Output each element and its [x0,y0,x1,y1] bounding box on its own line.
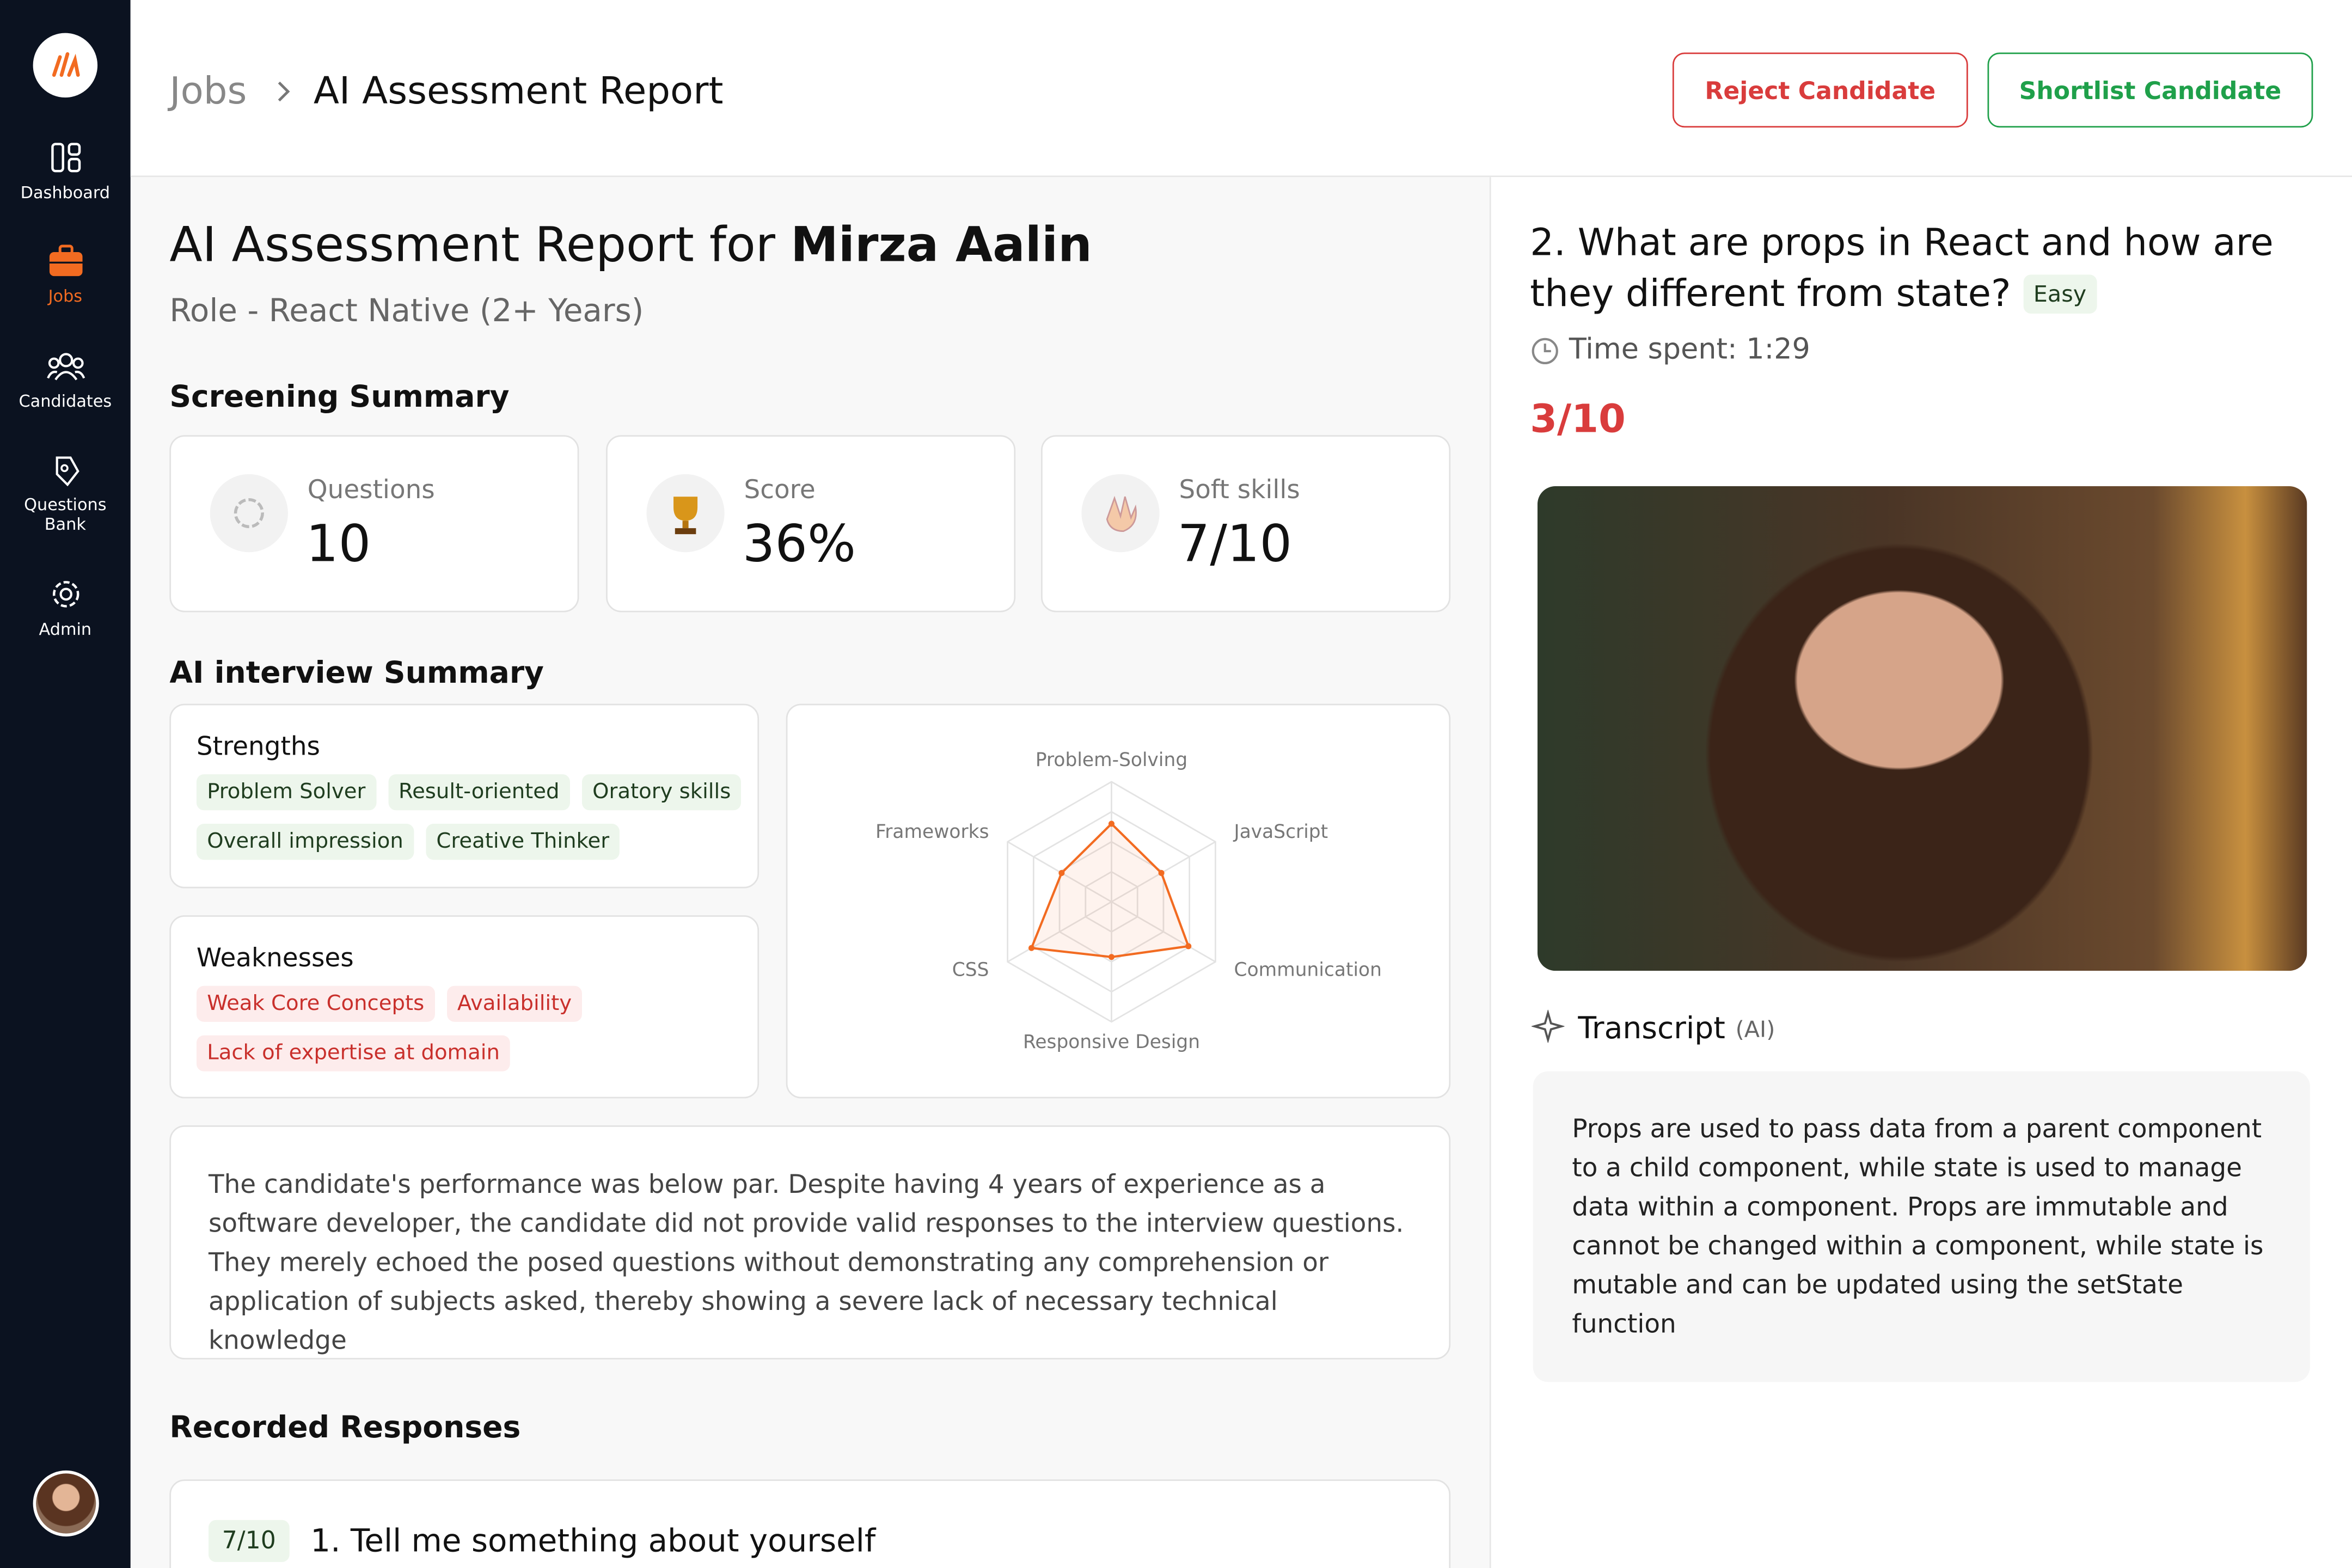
nav-label: Candidates [19,391,112,412]
radar-point [1058,869,1065,876]
stat-label: Score [744,475,816,506]
tag: Weak Core Concepts [196,985,435,1022]
header: Jobs AI Assessment Report Reject Candida… [130,0,2352,177]
stat-value: 7/10 [1177,514,1293,575]
difficulty-tag: Easy [2023,274,2097,314]
section-title: Recorded Responses [169,1408,521,1445]
transcript-tag: (AI) [1735,1015,1775,1043]
icon [52,581,79,608]
reject-button[interactable]: Reject Candidate [1672,52,1968,128]
nav-candidates[interactable]: Candidates [0,350,131,411]
title-text: AI Assessment Report for [169,216,791,273]
question-score: 3/10 [1530,397,1626,443]
report-title: AI Assessment Report for Mirza Aalin [169,216,1092,273]
transcript-title: Transcript [1578,1009,1725,1046]
candidate-video[interactable] [1537,486,2307,971]
tag: Problem Solver [196,774,376,811]
icon [46,353,84,381]
tag: Availability [446,985,583,1022]
transcript-text: Props are used to pass data from a paren… [1572,1114,2264,1340]
score-tag: 7/10 [208,1520,290,1562]
tag: Creative Thinker [426,824,620,860]
breadcrumb-current: AI Assessment Report [313,69,724,113]
nav-dashboard[interactable]: Dashboard [0,141,131,203]
axis-label: Problem-Solving [1036,749,1187,771]
breadcrumb-chevron [278,81,290,102]
nav-jobs[interactable]: Jobs [0,244,131,306]
grid-spoke [1111,901,1216,963]
summary-card: The candidate's performance was below pa… [169,1125,1451,1359]
tag: Result-oriented [388,774,570,811]
nav-label: Questions Bank [24,495,107,535]
summary-text: The candidate's performance was below pa… [208,1170,1404,1357]
time-spent: Time spent: 1:29 [1569,333,1810,366]
stat-label: Questions [307,475,435,506]
radar-point [1158,869,1165,876]
section-title: AI interview Summary [169,654,544,690]
nav-label: Jobs [48,286,83,307]
response-question: 1. Tell me something about yourself [310,1523,876,1559]
role: Role - React Native (2+ Years) [169,292,644,329]
nav-label: Dashboard [20,183,111,203]
icon [55,456,79,486]
stat-card: Score 36% [606,435,1016,612]
icon [1081,474,1160,553]
transcript-box: Props are used to pass data from a paren… [1533,1071,2310,1382]
shortlist-button[interactable]: Shortlist Candidate [1987,52,2313,128]
stat-card: Soft skills 7/10 [1041,435,1451,612]
question-text: 2. What are props in React and how are t… [1530,220,2274,315]
nav-questions[interactable]: Questions Bank [0,453,131,534]
response-card[interactable]: 7/10 1. Tell me something about yourself [169,1479,1451,1568]
tag: Overall impression [196,824,414,860]
question-panel: 2. What are props in React and how are t… [1489,177,2352,1568]
tag: Oratory skills [581,774,742,811]
radar-card: Problem-Solving JavaScript Communication Re… [786,703,1451,1099]
axis-label: CSS [952,959,989,981]
nav-label: Admin [39,620,92,640]
logo-mark [52,52,80,77]
axis-label: Frameworks [875,821,989,843]
icon [646,474,725,553]
candidate-name: Mirza Aalin [791,216,1092,273]
tag-list: Weak Core Concepts Availability Lack of ex… [196,985,602,1071]
strengths-card: Strengths Problem Solver Result-oriented O… [169,703,759,889]
radar-point [1028,945,1035,951]
card-title: Weaknesses [196,944,354,974]
icon [50,143,80,173]
weaknesses-card: Weaknesses Weak Core Concepts Availabilit… [169,915,759,1099]
tag: Lack of expertise at domain [196,1035,511,1071]
stat-value: 10 [306,514,371,575]
nav-admin[interactable]: Admin [0,578,131,639]
tag-list: Problem Solver Result-oriented Oratory ski… [196,774,751,860]
stat-value: 36% [742,514,856,575]
user-avatar[interactable] [33,1470,99,1537]
question-title: 2. What are props in React and how are t… [1530,218,2310,320]
breadcrumb-link[interactable]: Jobs [169,69,247,113]
logo[interactable] [33,33,98,98]
radar-point [1108,820,1115,827]
stat-card: Questions 10 [169,435,579,612]
stat-label: Soft skills [1179,475,1300,506]
sidebar: Dashboard Jobs Candidates Questions Bank… [0,0,131,1568]
icon [48,244,82,277]
icon [210,474,288,553]
radar-point [1108,954,1115,960]
axis-label: Responsive Design [1023,1031,1200,1053]
axis-label: JavaScript [1233,821,1328,843]
radar-chart: Problem-Solving JavaScript Communication Re… [875,749,1382,1053]
section-title: Screening Summary [169,378,510,414]
sparkle-icon [1531,1009,1565,1043]
card-title: Strengths [196,732,320,763]
axis-label: Communication [1234,959,1382,981]
clock-icon [1532,338,1558,365]
grid-spoke [1007,901,1112,963]
radar-point [1185,943,1192,950]
